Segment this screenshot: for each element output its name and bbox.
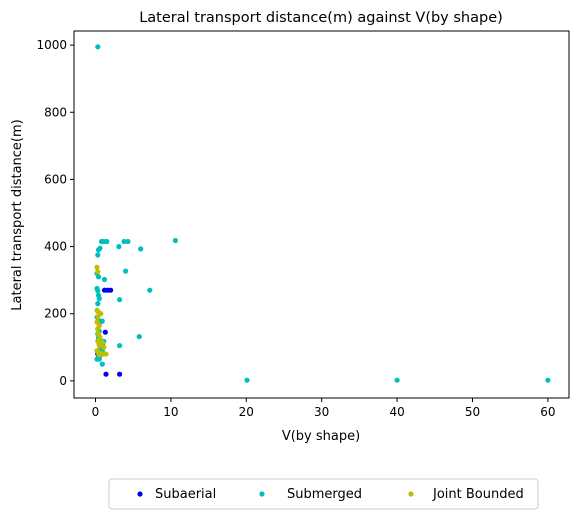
x-tick-label: 60 [540, 405, 555, 419]
point-submerged [99, 318, 105, 324]
point-submerged [99, 361, 105, 367]
point-joint-bounded [95, 326, 101, 332]
point-joint-bounded [97, 334, 103, 340]
point-joint-bounded [95, 269, 101, 275]
point-submerged [172, 237, 178, 244]
point-joint-bounded [95, 314, 101, 320]
y-axis-label: Lateral transport distance(m) [10, 119, 25, 310]
y-axis: 0 200 400 600 800 1000 [36, 38, 74, 388]
point-submerged [104, 238, 110, 245]
x-tick-label: 0 [92, 405, 100, 419]
point-joint-bounded [98, 311, 104, 317]
legend-label-joint-bounded: Joint Bounded [432, 487, 524, 502]
point-submerged [95, 44, 101, 50]
x-tick-label: 10 [163, 405, 178, 419]
point-subaerial [108, 287, 114, 293]
point-submerged [95, 252, 101, 258]
point-joint-bounded [96, 352, 102, 358]
x-tick-label: 50 [465, 405, 480, 419]
x-tick-label: 30 [314, 405, 329, 419]
legend-frame [108, 478, 539, 510]
legend-label-submerged: Submerged [287, 487, 362, 502]
point-submerged [117, 297, 123, 303]
point-submerged [123, 268, 129, 274]
legend: Subaerial Submerged Joint Bounded [108, 478, 539, 510]
point-submerged [394, 377, 400, 383]
point-subaerial [102, 329, 108, 335]
plot-frame [73, 30, 570, 399]
legend-label-subaerial: Subaerial [155, 487, 216, 502]
point-joint-bounded [101, 344, 107, 350]
point-subaerial [117, 371, 123, 377]
point-joint-bounded [99, 339, 105, 345]
point-submerged [136, 334, 142, 340]
point-joint-bounded [94, 264, 100, 270]
point-joint-bounded [96, 343, 102, 349]
point-submerged [95, 288, 101, 294]
y-tick-label: 1000 [36, 38, 67, 52]
y-tick-label: 400 [44, 240, 67, 254]
plot-area [94, 44, 551, 383]
x-tick-label: 20 [239, 405, 254, 419]
point-submerged [117, 343, 123, 349]
legend-marker-submerged [259, 491, 265, 497]
y-tick-label: 200 [44, 307, 67, 321]
x-axis: 0 10 20 30 40 50 60 [92, 398, 556, 419]
point-submerged [101, 276, 108, 283]
point-submerged [244, 377, 250, 383]
legend-marker-joint-bounded [408, 491, 414, 497]
point-subaerial [103, 371, 109, 377]
point-submerged [138, 246, 144, 252]
x-tick-label: 40 [389, 405, 404, 419]
point-submerged [545, 377, 551, 383]
point-submerged [147, 287, 153, 293]
point-submerged [121, 238, 127, 245]
chart-title: Lateral transport distance(m) against V(… [139, 10, 503, 26]
point-submerged [96, 296, 102, 302]
point-submerged [125, 238, 131, 245]
point-submerged [95, 301, 101, 307]
y-tick-label: 800 [44, 105, 67, 119]
point-joint-bounded [103, 351, 109, 357]
point-submerged [116, 244, 122, 250]
y-tick-label: 600 [44, 172, 67, 186]
y-tick-label: 0 [59, 374, 67, 388]
point-joint-bounded [95, 338, 101, 344]
point-submerged [96, 356, 102, 362]
x-axis-label: V(by shape) [282, 429, 360, 444]
point-submerged [95, 274, 102, 280]
legend-marker-subaerial [137, 491, 143, 497]
point-submerged [95, 247, 102, 253]
